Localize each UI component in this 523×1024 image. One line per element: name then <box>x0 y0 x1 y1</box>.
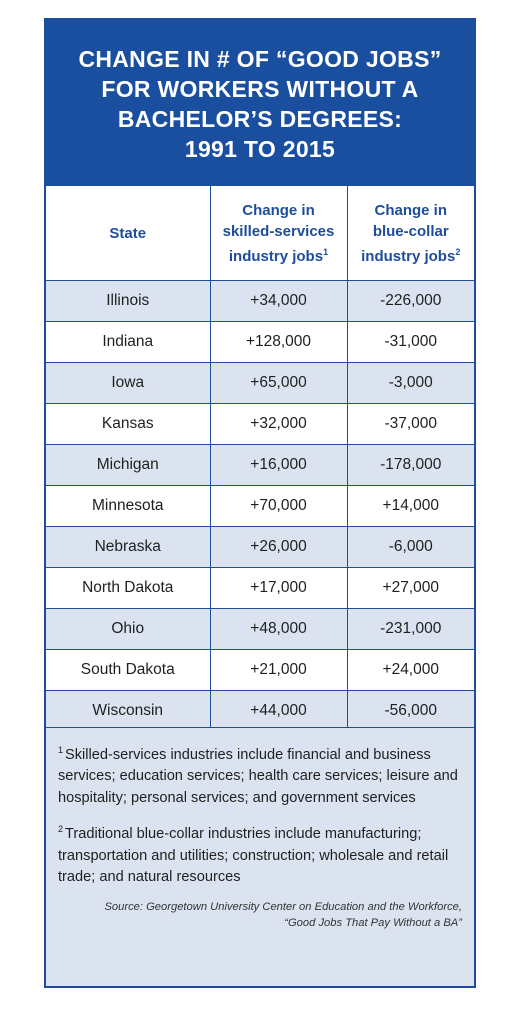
cell-blue: -6,000 <box>346 526 474 568</box>
table-header-row: State Change in skilled-services industr… <box>46 186 474 281</box>
header-blue-collar: Change in blue-collar industry jobs2 <box>346 186 474 281</box>
table-row: Nebraska +26,000 -6,000 <box>46 526 474 568</box>
footnote-marker-1: 1 <box>323 246 329 257</box>
table-row: Michigan +16,000 -178,000 <box>46 444 474 486</box>
header-state: State <box>46 186 211 281</box>
cell-blue: -226,000 <box>346 280 474 322</box>
cell-skilled: +65,000 <box>209 362 348 404</box>
source-line-2: “Good Jobs That Pay Without a BA” <box>284 916 462 929</box>
table-row: Illinois +34,000 -226,000 <box>46 280 474 322</box>
table-row: Wisconsin +44,000 -56,000 <box>46 690 474 732</box>
table-row: South Dakota +21,000 +24,000 <box>46 649 474 691</box>
cell-state: Kansas <box>46 403 211 445</box>
source-citation: Source: Georgetown University Center on … <box>58 899 462 931</box>
cell-blue: -31,000 <box>346 321 474 363</box>
jobs-change-table: State Change in skilled-services industr… <box>46 186 474 732</box>
footnote-2: 2 Traditional blue-collar industries incl… <box>58 819 462 888</box>
cell-state: Minnesota <box>46 485 211 527</box>
header-blue-line-3: industry jobs2 <box>352 242 471 267</box>
header-skilled-line-3-text: industry jobs <box>228 247 324 265</box>
header-skilled-line-2: skilled-services <box>222 222 335 240</box>
table-row: North Dakota +17,000 +27,000 <box>46 567 474 609</box>
jobs-infographic-panel: CHANGE IN # OF “GOOD JOBS” FOR WORKERS W… <box>44 18 476 988</box>
cell-skilled: +128,000 <box>209 321 348 363</box>
footnote-2-marker: 2 <box>58 824 64 835</box>
cell-skilled: +26,000 <box>209 526 348 568</box>
cell-blue: -178,000 <box>346 444 474 486</box>
footnote-1: 1 Skilled-services industries include fin… <box>58 740 462 809</box>
title-line-2: FOR WORKERS WITHOUT A <box>101 76 419 102</box>
table-row: Indiana +128,000 -31,000 <box>46 321 474 363</box>
cell-skilled: +48,000 <box>209 608 348 650</box>
cell-state: Michigan <box>46 444 211 486</box>
footnote-1-text: Skilled-services industries include fina… <box>58 746 458 806</box>
cell-blue: -56,000 <box>346 690 474 732</box>
cell-skilled: +70,000 <box>209 485 348 527</box>
cell-blue: +14,000 <box>346 485 474 527</box>
footnote-2-text: Traditional blue-collar industries inclu… <box>58 826 449 886</box>
header-state-label: State <box>109 224 147 242</box>
cell-blue: -3,000 <box>346 362 474 404</box>
table-row: Minnesota +70,000 +14,000 <box>46 485 474 527</box>
cell-skilled: +17,000 <box>209 567 348 609</box>
cell-skilled: +32,000 <box>209 403 348 445</box>
table-row: Ohio +48,000 -231,000 <box>46 608 474 650</box>
header-skilled-services: Change in skilled-services industry jobs… <box>209 186 348 281</box>
footnote-marker-2: 2 <box>455 246 461 257</box>
cell-skilled: +34,000 <box>209 280 348 322</box>
header-skilled-line-1: Change in <box>242 201 315 219</box>
cell-state: South Dakota <box>46 649 211 691</box>
cell-state: Nebraska <box>46 526 211 568</box>
cell-state: Iowa <box>46 362 211 404</box>
cell-state: Ohio <box>46 608 211 650</box>
header-blue-line-2: blue-collar <box>372 222 449 240</box>
table-row: Kansas +32,000 -37,000 <box>46 403 474 445</box>
cell-state: Wisconsin <box>46 690 211 732</box>
title-line-1: CHANGE IN # OF “GOOD JOBS” <box>78 46 442 72</box>
footnotes-box: 1 Skilled-services industries include fin… <box>46 727 474 986</box>
cell-skilled: +44,000 <box>209 690 348 732</box>
cell-state: North Dakota <box>46 567 211 609</box>
cell-blue: +27,000 <box>346 567 474 609</box>
cell-blue: +24,000 <box>346 649 474 691</box>
header-blue-line-3-text: industry jobs <box>361 247 456 265</box>
footnote-1-marker: 1 <box>58 745 64 755</box>
title-line-4: 1991 TO 2015 <box>184 136 336 162</box>
cell-state: Indiana <box>46 321 211 363</box>
cell-state: Illinois <box>46 280 211 322</box>
source-line-1: Source: Georgetown University Center on … <box>104 900 462 913</box>
header-blue-line-1: Change in <box>374 201 447 219</box>
cell-blue: -37,000 <box>346 403 474 445</box>
cell-skilled: +21,000 <box>209 649 348 691</box>
header-skilled-line-3: industry jobs1 <box>215 242 343 267</box>
table-row: Iowa +65,000 -3,000 <box>46 362 474 404</box>
title-band: CHANGE IN # OF “GOOD JOBS” FOR WORKERS W… <box>46 20 474 186</box>
title-line-3: BACHELOR’S DEGREES: <box>117 106 403 132</box>
cell-skilled: +16,000 <box>209 444 348 486</box>
cell-blue: -231,000 <box>346 608 474 650</box>
